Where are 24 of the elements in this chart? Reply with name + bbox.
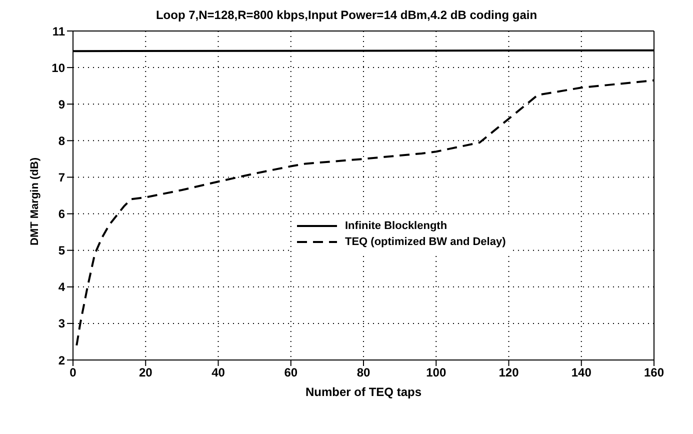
x-tick-label: 20: [138, 366, 153, 380]
x-tick-label: 40: [212, 366, 226, 380]
legend-label: TEQ (optimized BW and Delay): [345, 236, 506, 248]
y-tick-label: 2: [58, 353, 66, 368]
y-tick-label: 11: [52, 24, 66, 38]
x-tick-label: 0: [70, 366, 77, 380]
x-tick-label: 160: [644, 366, 664, 380]
y-axis-title: DMT Margin (dB): [28, 157, 41, 246]
x-tick-label: 120: [498, 366, 520, 380]
y-tick-label: 10: [52, 60, 66, 75]
x-tick-label: 60: [284, 366, 298, 380]
y-tick-label: 5: [58, 244, 66, 258]
y-tick-label: 7: [58, 170, 66, 184]
y-tick-label: 4: [58, 280, 66, 294]
y-tick-label: 9: [58, 97, 66, 112]
legend-label: Infinite Blocklength: [345, 220, 448, 232]
y-tick-label: 3: [58, 316, 66, 331]
x-tick-label: 80: [356, 366, 370, 380]
y-tick-label: 6: [58, 207, 66, 222]
x-tick-label: 100: [426, 366, 446, 380]
y-tick-label: 8: [58, 134, 66, 148]
x-axis-title: Number of TEQ taps: [305, 385, 422, 399]
x-tick-label: 140: [571, 366, 592, 380]
chart-title: Loop 7,N=128,R=800 kbps,Input Power=14 dBm,4.2 dB coding gain: [154, 8, 538, 24]
